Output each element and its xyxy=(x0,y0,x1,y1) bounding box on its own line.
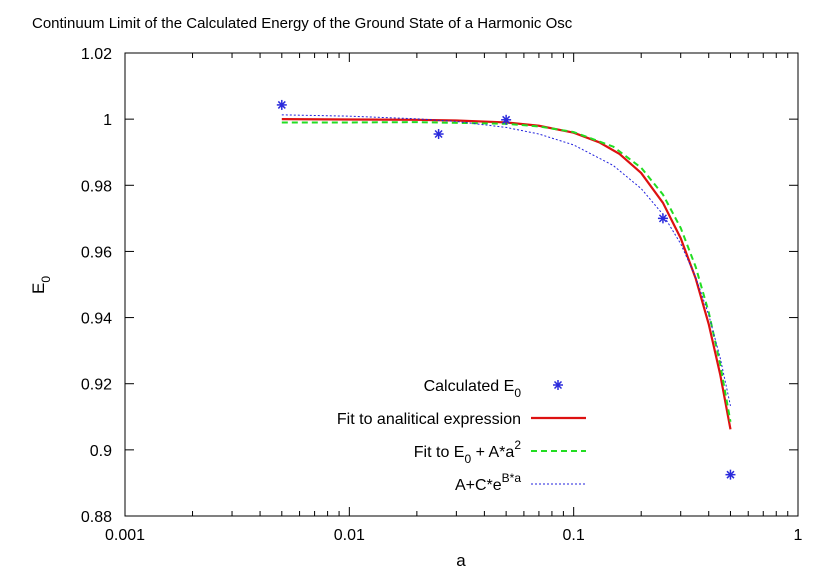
legend-quadratic-mid: + A*a xyxy=(471,444,514,461)
x-tick-label: 1 xyxy=(794,527,803,544)
x-tick-label: 0.01 xyxy=(334,527,365,544)
legend-point xyxy=(553,380,563,390)
series-curves xyxy=(281,114,732,430)
series-line-exponential xyxy=(281,114,731,406)
axis-ticks xyxy=(124,52,799,517)
legend-label-exponential: A+C*eB*a xyxy=(455,471,521,494)
legend: Calculated E0 Fit to analitical expressi… xyxy=(337,378,586,494)
data-point-stroke xyxy=(726,470,735,479)
series-points xyxy=(276,99,736,480)
y-tick-label: 0.96 xyxy=(81,244,112,261)
legend-label-quadratic: Fit to E0 + A*a2 xyxy=(414,438,522,466)
x-tick-label: 0.001 xyxy=(105,527,145,544)
legend-marker-calculated xyxy=(553,380,563,390)
data-point xyxy=(725,469,736,480)
series-line-analytical xyxy=(281,118,732,430)
data-point-stroke xyxy=(502,115,511,124)
data-point xyxy=(276,99,287,110)
data-point xyxy=(501,114,512,125)
legend-quadratic-sub: 0 xyxy=(464,452,471,466)
legend-calculated-text: Calculated E xyxy=(424,378,515,395)
y-tick-label: 0.94 xyxy=(81,311,112,328)
y-axis-label-main: E xyxy=(29,283,48,294)
y-tick-label: 0.9 xyxy=(90,443,112,460)
y-tick-label: 1.02 xyxy=(81,46,112,63)
y-axis-label: E0 xyxy=(29,276,53,294)
x-tick-label: 0.1 xyxy=(563,527,585,544)
y-tick-label: 0.98 xyxy=(81,178,112,195)
plot-frame xyxy=(124,52,799,517)
legend-exponential-text: A+C*e xyxy=(455,477,502,494)
legend-quadratic-sup: 2 xyxy=(514,438,521,452)
y-tick-label: 0.92 xyxy=(81,377,112,394)
data-point-stroke xyxy=(434,129,443,139)
legend-calculated-sub: 0 xyxy=(514,386,521,400)
legend-label-analytical: Fit to analitical expression xyxy=(337,411,521,428)
y-tick-label: 1 xyxy=(103,112,112,129)
axis-tick-labels: 0.88 0.9 0.92 0.94 0.96 0.98 1 1.02 0.001 0.01 0.1… xyxy=(81,46,803,544)
data-point-stroke xyxy=(553,380,563,390)
legend-quadratic-text: Fit to E xyxy=(414,444,465,461)
y-tick-label: 0.88 xyxy=(81,509,112,526)
series-line-quadratic xyxy=(281,121,732,422)
data-point xyxy=(433,129,444,140)
data-point xyxy=(657,213,668,224)
data-point-stroke xyxy=(277,100,286,109)
chart-title: Continuum Limit of the Calculated Energy… xyxy=(32,15,573,32)
y-axis-label-sub: 0 xyxy=(39,276,53,283)
x-axis-label: a xyxy=(456,551,466,570)
data-point-stroke xyxy=(658,214,667,223)
legend-exponential-sup: B*a xyxy=(502,471,522,485)
legend-label-calculated: Calculated E0 xyxy=(424,378,522,400)
